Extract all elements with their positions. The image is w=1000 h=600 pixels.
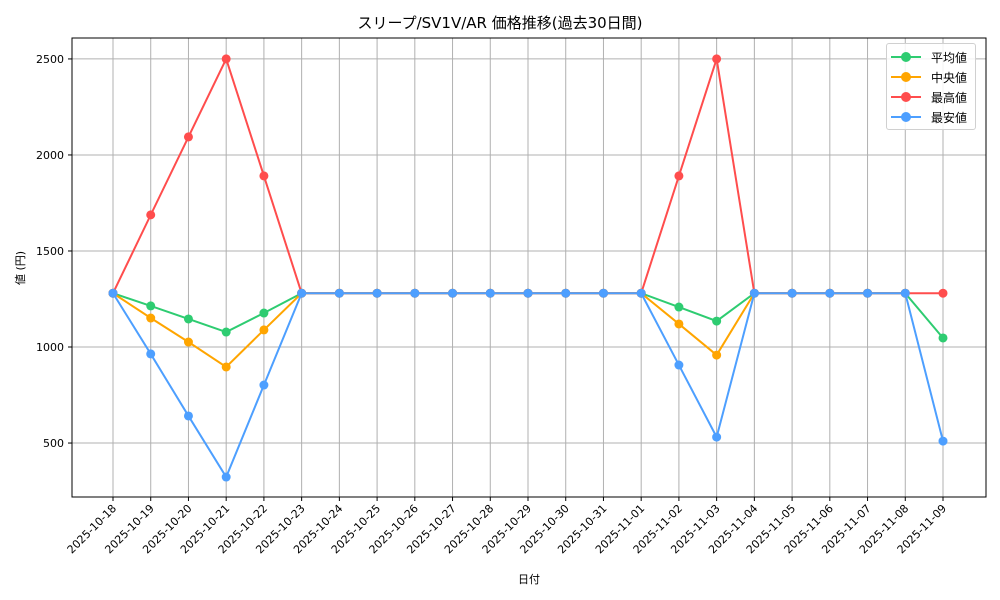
data-point bbox=[334, 288, 344, 298]
y-tick-label: 1500 bbox=[36, 245, 64, 258]
data-point bbox=[259, 308, 269, 318]
data-point bbox=[485, 288, 495, 298]
data-point bbox=[561, 288, 571, 298]
data-point bbox=[749, 288, 759, 298]
data-point bbox=[712, 316, 722, 326]
data-point bbox=[183, 337, 193, 347]
legend-marker-icon bbox=[891, 112, 921, 122]
legend-marker-icon bbox=[891, 72, 921, 82]
data-point bbox=[259, 380, 269, 390]
data-point bbox=[448, 288, 458, 298]
data-point bbox=[674, 360, 684, 370]
data-point bbox=[787, 288, 797, 298]
legend-marker-icon bbox=[891, 92, 921, 102]
data-point bbox=[146, 349, 156, 359]
data-point bbox=[938, 288, 948, 298]
data-point bbox=[297, 288, 307, 298]
data-point bbox=[146, 313, 156, 323]
y-tick-label: 2000 bbox=[36, 149, 64, 162]
data-point bbox=[221, 54, 231, 64]
y-axis-label: 値 (円) bbox=[14, 251, 27, 285]
legend-label: 最高値 bbox=[931, 90, 968, 105]
data-point bbox=[410, 288, 420, 298]
data-point bbox=[674, 319, 684, 329]
data-point bbox=[863, 288, 873, 298]
data-point bbox=[712, 350, 722, 360]
data-point bbox=[146, 210, 156, 220]
data-point bbox=[825, 288, 835, 298]
data-point bbox=[598, 288, 608, 298]
legend-marker-icon bbox=[891, 52, 921, 62]
data-point bbox=[938, 333, 948, 343]
y-tick-label: 2500 bbox=[36, 53, 64, 66]
data-point bbox=[183, 314, 193, 324]
legend-label: 中央値 bbox=[931, 70, 968, 85]
legend-item: 最安値 bbox=[891, 107, 971, 127]
data-point bbox=[674, 302, 684, 312]
data-point bbox=[183, 411, 193, 421]
data-point bbox=[108, 288, 118, 298]
x-axis-ticks: 2025-10-182025-10-192025-10-202025-10-21… bbox=[65, 497, 949, 556]
plot-frame bbox=[71, 37, 987, 498]
data-point bbox=[372, 288, 382, 298]
series-layer bbox=[108, 54, 948, 482]
data-point bbox=[221, 327, 231, 337]
legend-item: 平均値 bbox=[891, 47, 971, 67]
data-point bbox=[938, 436, 948, 446]
legend: 平均値中央値最高値最安値 bbox=[886, 43, 976, 130]
data-point bbox=[712, 54, 722, 64]
data-point bbox=[636, 288, 646, 298]
legend-item: 中央値 bbox=[891, 67, 971, 87]
data-point bbox=[221, 472, 231, 482]
data-point bbox=[900, 288, 910, 298]
data-point bbox=[674, 171, 684, 181]
chart-title: スリープ/SV1V/AR 価格推移(過去30日間) bbox=[357, 14, 643, 32]
data-point bbox=[259, 171, 269, 181]
data-point bbox=[523, 288, 533, 298]
x-axis-label: 日付 bbox=[518, 573, 540, 586]
data-point bbox=[712, 432, 722, 442]
data-point bbox=[259, 325, 269, 335]
data-point bbox=[146, 301, 156, 311]
y-tick-label: 500 bbox=[43, 437, 64, 450]
grid-lines bbox=[72, 38, 986, 497]
legend-label: 平均値 bbox=[931, 50, 968, 65]
y-axis-ticks: 500 1000 1500 2000 2500 bbox=[36, 53, 72, 450]
series-3 bbox=[108, 288, 948, 482]
y-tick-label: 1000 bbox=[36, 341, 64, 354]
legend-item: 最高値 bbox=[891, 87, 971, 107]
legend-label: 最安値 bbox=[931, 110, 968, 125]
data-point bbox=[183, 132, 193, 142]
data-point bbox=[221, 362, 231, 372]
